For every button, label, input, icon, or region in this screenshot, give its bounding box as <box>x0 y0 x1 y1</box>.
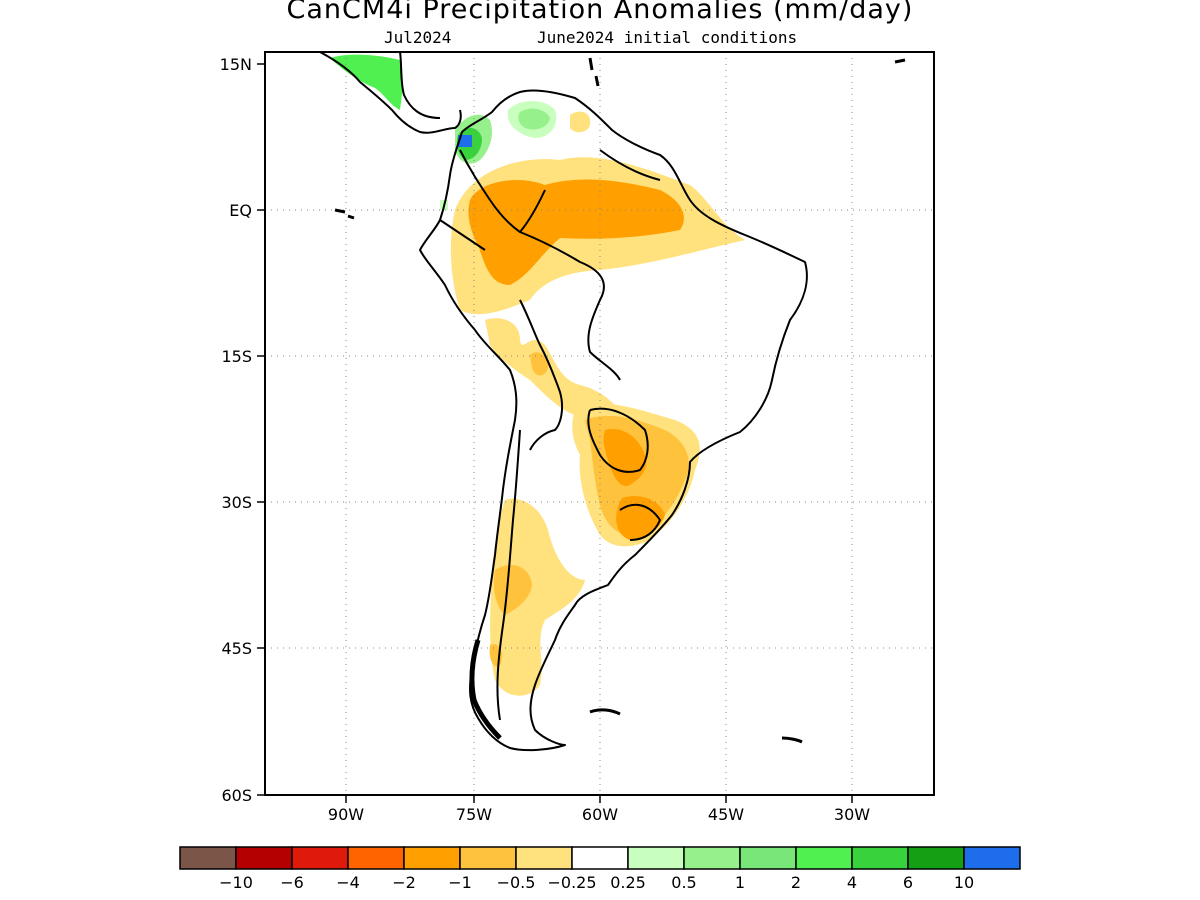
anomaly-field <box>330 54 745 696</box>
chile-archipelago <box>469 639 502 740</box>
coastlines <box>319 52 906 752</box>
init-conditions-label: June2024 initial conditions <box>537 28 798 47</box>
colorbar-swatch <box>459 846 517 870</box>
anomaly-dry-light-andes <box>485 318 620 419</box>
south-georgia-island <box>781 736 803 744</box>
anomaly-dry-strong-north <box>468 179 684 285</box>
anomaly-dry-light-chile <box>490 498 585 696</box>
anomaly-dry-strong-uruguay <box>616 495 665 540</box>
colorbar-swatch <box>963 846 1021 870</box>
colorbar-label: 4 <box>847 873 857 892</box>
lat-label: 15N <box>220 55 252 74</box>
country-border-uruguay <box>619 503 661 541</box>
colorbar-label: −4 <box>336 873 360 892</box>
colorbar-label: −0.25 <box>547 873 596 892</box>
colorbar-swatch <box>347 846 405 870</box>
colorbar-label: −1 <box>448 873 472 892</box>
colorbar-label: 1 <box>735 873 745 892</box>
anomaly-wet-mid-venezuela <box>518 108 550 130</box>
colorbar-swatch <box>235 846 293 870</box>
axis-labels: 90W 75W 60W 45W 30W 15N EQ 15S 30S 45S 6… <box>220 55 871 824</box>
lat-label: EQ <box>229 201 252 220</box>
axis-ticks <box>257 63 853 803</box>
anomaly-dry-light-caribbean <box>570 111 591 133</box>
lat-label: 30S <box>221 493 252 512</box>
colorbar-swatch <box>179 846 237 870</box>
map-title: CanCM4i Precipitation Anomalies (mm/day) <box>286 0 914 25</box>
colorbar-swatch <box>515 846 573 870</box>
anomaly-wet-light-central-america <box>330 54 403 110</box>
lat-label: 45S <box>221 639 252 658</box>
galapagos-islands <box>334 208 355 220</box>
colorbar-label: 0.25 <box>610 873 646 892</box>
south-america-coastline <box>419 89 808 752</box>
lat-label: 15S <box>221 347 252 366</box>
country-border-paraguay <box>587 407 649 473</box>
anomaly-dry-mid-chile <box>493 565 532 615</box>
lon-label: 45W <box>708 805 744 824</box>
colorbar-swatch <box>851 846 909 870</box>
colorbar-swatch <box>627 846 685 870</box>
colorbar-swatch <box>795 846 853 870</box>
colorbar-label: −0.5 <box>497 873 536 892</box>
colorbar-label: 2 <box>791 873 801 892</box>
lon-label: 60W <box>582 805 618 824</box>
lat-label: 60S <box>221 786 252 805</box>
falkland-islands <box>589 708 621 716</box>
colorbar-label: −2 <box>392 873 416 892</box>
country-border-peru-bolivia <box>519 299 564 451</box>
central-america-coastline <box>319 52 462 134</box>
colorbar-swatch <box>571 846 629 870</box>
anomaly-wet-max-colombia <box>458 135 472 147</box>
colorbar-swatch <box>683 846 741 870</box>
colorbar-label: 0.5 <box>671 873 696 892</box>
caribbean-islands <box>588 57 906 87</box>
valid-month-label: Jul2024 <box>384 28 452 47</box>
colorbar-label: −10 <box>219 873 253 892</box>
colorbar-swatch <box>907 846 965 870</box>
colorbar <box>179 846 1021 870</box>
colorbar-label: 6 <box>903 873 913 892</box>
anomaly-dry-mid-bolivia <box>530 352 548 376</box>
lon-label: 90W <box>328 805 364 824</box>
colorbar-label: −6 <box>280 873 304 892</box>
country-border-ecuador <box>439 219 486 251</box>
country-border-brazil-west <box>519 231 621 381</box>
country-border-argentina-chile <box>496 429 521 721</box>
colorbar-swatch <box>291 846 349 870</box>
country-border-guianas <box>599 149 661 181</box>
lon-label: 75W <box>456 805 492 824</box>
colorbar-label: 10 <box>954 873 974 892</box>
colorbar-labels: −10 −6 −4 −2 −1 −0.5 −0.25 0.25 0.5 1 2 4 6 10 <box>219 873 974 892</box>
central-america-north-coast <box>399 52 441 119</box>
lon-label: 30W <box>834 805 870 824</box>
colorbar-swatch <box>403 846 461 870</box>
colorbar-swatch <box>739 846 797 870</box>
country-border-colombia <box>459 149 546 233</box>
